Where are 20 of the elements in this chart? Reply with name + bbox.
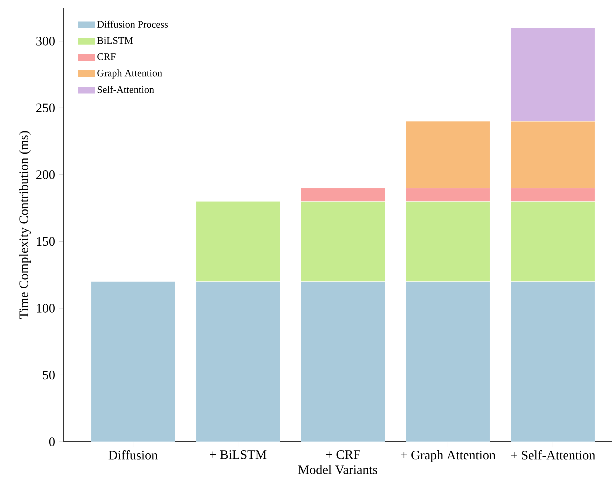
legend-label: CRF bbox=[98, 54, 116, 60]
legend-label: BiLSTM bbox=[98, 37, 134, 44]
y-axis-title: Time Complexity Contribution (ms) bbox=[19, 131, 32, 319]
y-tick-label: 300 bbox=[36, 36, 55, 46]
x-tick-label: + BiLSTM bbox=[210, 450, 267, 460]
x-tick-label: + Graph Attention bbox=[401, 450, 496, 462]
legend-label: Self-Attention bbox=[98, 86, 154, 94]
legend-label: Graph Attention bbox=[98, 70, 162, 79]
x-tick-label: + CRF bbox=[326, 450, 360, 460]
x-tick-label: Diffusion bbox=[108, 450, 158, 460]
y-tick-label: 250 bbox=[36, 104, 55, 113]
y-tick-label: 100 bbox=[37, 304, 55, 313]
y-tick-label: 150 bbox=[37, 237, 55, 246]
y-tick-label: 0 bbox=[49, 438, 55, 446]
legend-label: Diffusion Process bbox=[98, 20, 168, 28]
y-tick-label: 50 bbox=[43, 370, 55, 380]
bar bbox=[91, 282, 176, 442]
x-axis-title: Model Variants bbox=[298, 465, 378, 474]
x-tick-label: + Self-Attention bbox=[511, 450, 596, 460]
y-tick-label: 200 bbox=[36, 170, 55, 180]
